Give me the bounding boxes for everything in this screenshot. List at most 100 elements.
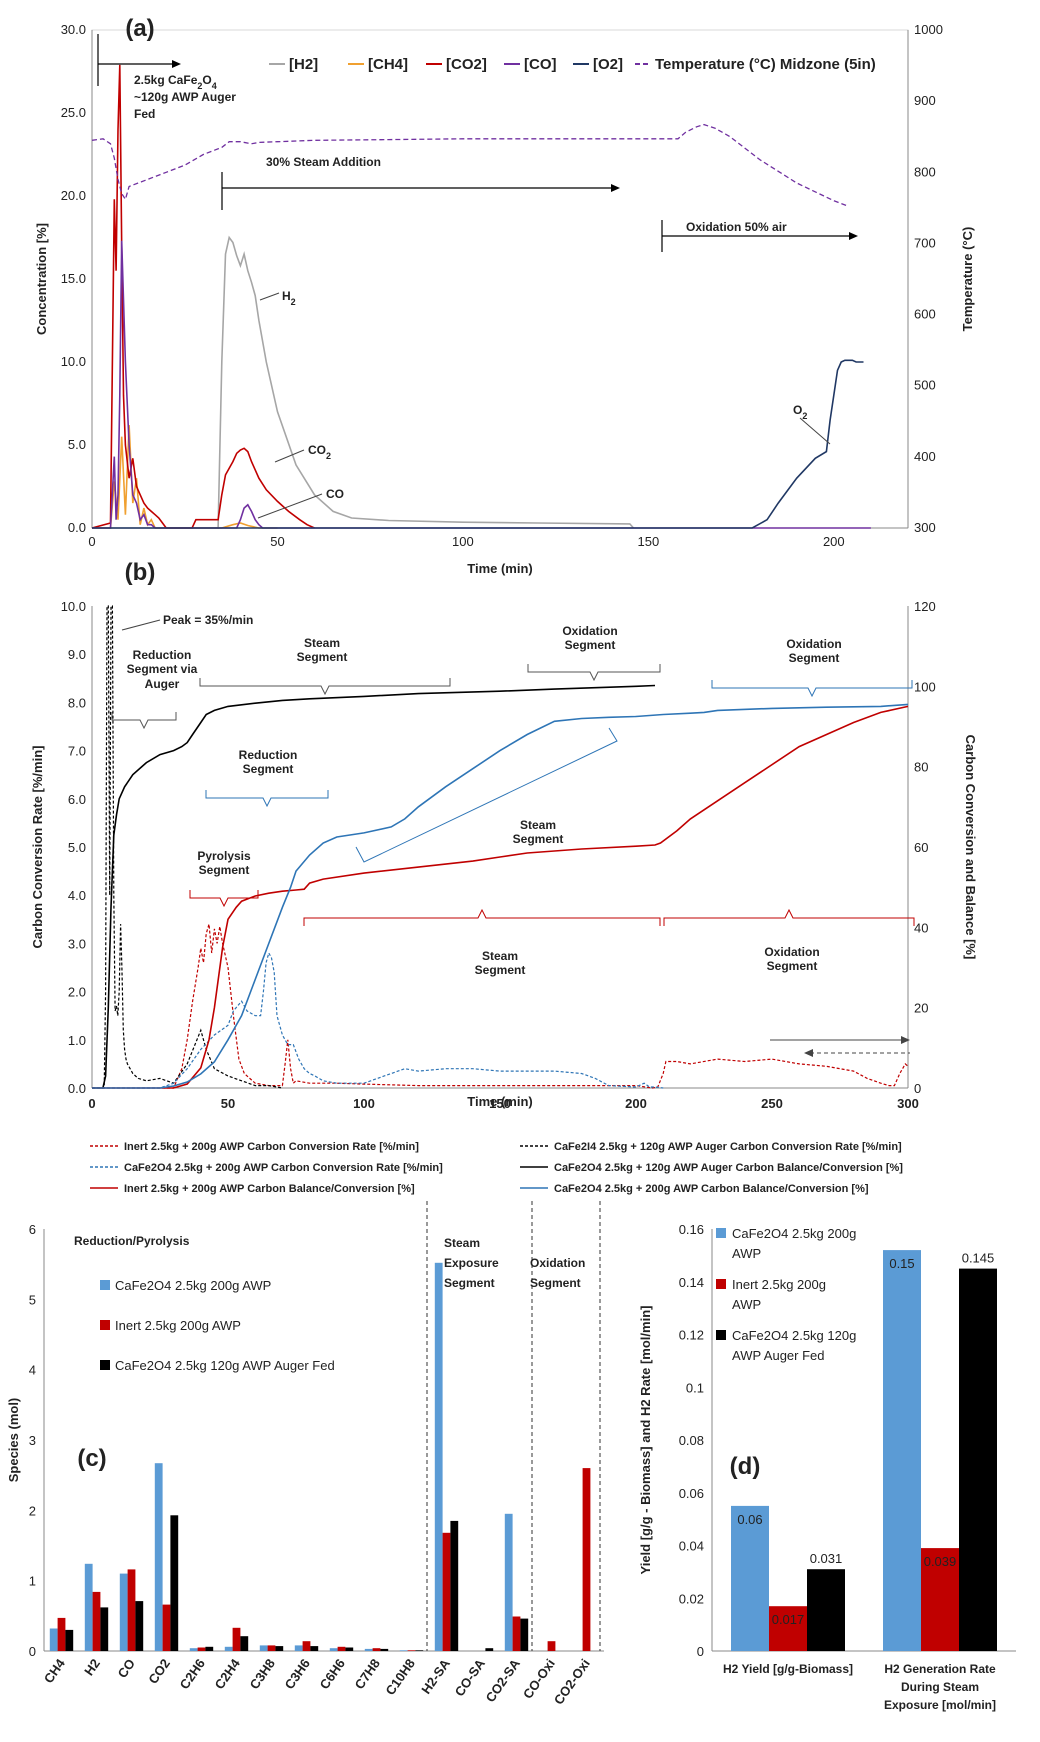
bar-c bbox=[162, 1604, 171, 1651]
panel-label-a: (a) bbox=[125, 15, 154, 42]
bar-c bbox=[504, 1513, 513, 1651]
y-tick-label-c: 2 bbox=[29, 1503, 36, 1518]
y-tick-label-c: 1 bbox=[29, 1574, 36, 1589]
y2-tick-label-b: 100 bbox=[914, 679, 936, 694]
x-tick-label-c: C3H6 bbox=[282, 1656, 313, 1692]
annotation-black-reduction: Reduction bbox=[133, 648, 192, 662]
x-tick-label-c: H2-SA bbox=[418, 1656, 453, 1697]
x-tick-label-c: CO-SA bbox=[452, 1656, 489, 1699]
bar-c bbox=[267, 1645, 276, 1651]
bar-c bbox=[547, 1641, 556, 1651]
x-tick-label-c: CO2 bbox=[145, 1656, 173, 1687]
x-tick-label-c: C6H6 bbox=[317, 1656, 348, 1692]
bar-c bbox=[232, 1627, 241, 1651]
series-line-b bbox=[92, 684, 656, 1089]
legend-label-a: [O2] bbox=[593, 56, 623, 73]
y-tick-label-d: 0.06 bbox=[679, 1486, 704, 1501]
y-tick-label-d: 0.12 bbox=[679, 1328, 704, 1343]
y-axis-title-c: Species (mol) bbox=[6, 1398, 21, 1483]
data-label-d: 0.15 bbox=[889, 1256, 914, 1271]
legend-label-b: CaFe2I4 2.5kg + 120g AWP Auger Carbon Co… bbox=[554, 1141, 902, 1153]
legend-swatch-c bbox=[100, 1360, 110, 1370]
annotation-black-steam: Segment bbox=[297, 650, 348, 664]
bar-c bbox=[407, 1650, 416, 1651]
bar-c bbox=[49, 1628, 58, 1651]
series-line-b bbox=[92, 605, 283, 1089]
x-tick-label-c: CH4 bbox=[41, 1655, 69, 1686]
legend-swatch-c bbox=[100, 1320, 110, 1330]
y-tick-label-a: 0.0 bbox=[68, 520, 86, 535]
bar-c bbox=[415, 1650, 424, 1651]
x-tick-label-c: CO2-Oxi bbox=[551, 1656, 593, 1707]
x-category-label-d: During Steam bbox=[901, 1680, 979, 1694]
legend-label-a: Temperature (°C) Midzone (5in) bbox=[655, 56, 876, 73]
annotation-red-oxidation: Segment bbox=[767, 959, 818, 973]
oxidation-arrow-head bbox=[849, 232, 858, 240]
legend-swatch-d bbox=[716, 1228, 726, 1238]
bar-d bbox=[883, 1250, 921, 1651]
y2-tick-label-b: 80 bbox=[914, 760, 928, 775]
plot-area-a bbox=[91, 29, 909, 529]
x-tick-label-c: C2H4 bbox=[212, 1655, 244, 1691]
bar-c bbox=[65, 1629, 74, 1651]
bar-c bbox=[434, 1262, 443, 1651]
annotation-red-steam: Segment bbox=[475, 963, 526, 977]
legend-label-b: Inert 2.5kg + 200g AWP Carbon Balance/Co… bbox=[124, 1183, 415, 1195]
x-tick-label-c: C3H8 bbox=[247, 1656, 278, 1692]
bar-c bbox=[442, 1532, 451, 1651]
annotation-h2-pointer bbox=[259, 292, 280, 301]
y-tick-label-c: 4 bbox=[29, 1363, 36, 1378]
data-label-d: 0.06 bbox=[737, 1512, 762, 1527]
bar-c bbox=[127, 1569, 136, 1651]
y-tick-label-c: 6 bbox=[29, 1222, 36, 1237]
panel-label-b: (b) bbox=[125, 559, 156, 586]
legend-label-c: CaFe2O4 2.5kg 200g AWP bbox=[115, 1278, 271, 1293]
series-line-b bbox=[92, 923, 909, 1089]
series-line--o2- bbox=[92, 359, 864, 529]
x-tick-label-c: CO-Oxi bbox=[520, 1656, 558, 1701]
annotation-black-reduction: Segment via bbox=[127, 662, 198, 676]
annotation-black-oxidation: Segment bbox=[565, 638, 616, 652]
brace-red-oxidation bbox=[663, 908, 915, 926]
y-tick-label-a: 5.0 bbox=[68, 437, 86, 452]
annotation-blue-steam: Steam bbox=[520, 818, 556, 832]
series-line--co- bbox=[92, 240, 871, 529]
bar-c bbox=[57, 1617, 66, 1651]
y-tick-label-b: 3.0 bbox=[68, 936, 86, 951]
legend-label-b: CaFe2O4 2.5kg + 120g AWP Auger Carbon Ba… bbox=[554, 1162, 903, 1174]
series-line-b bbox=[92, 705, 909, 1089]
x-tick-label-a: 100 bbox=[452, 534, 474, 549]
y-tick-label-a: 15.0 bbox=[61, 271, 86, 286]
data-label-d: 0.031 bbox=[810, 1551, 843, 1566]
y-tick-label-b: 1.0 bbox=[68, 1033, 86, 1048]
y-tick-label-b: 7.0 bbox=[68, 744, 86, 759]
x-axis-title-b: Time (min) bbox=[467, 1094, 533, 1109]
y2-tick-label-b: 60 bbox=[914, 840, 928, 855]
panel-label-d: (d) bbox=[730, 1453, 761, 1480]
bar-c bbox=[485, 1648, 494, 1651]
x-tick-label-b: 50 bbox=[221, 1096, 235, 1111]
x-tick-label-c: CO2-SA bbox=[482, 1656, 523, 1705]
y-tick-label-c: 5 bbox=[29, 1292, 36, 1307]
brace-red-steam bbox=[303, 908, 661, 926]
bar-c bbox=[170, 1515, 179, 1651]
bar-c bbox=[450, 1520, 459, 1651]
bar-c bbox=[84, 1563, 93, 1651]
bar-c bbox=[512, 1616, 521, 1651]
x-tick-label-c: C2H6 bbox=[177, 1656, 208, 1692]
annotation-red-steam: Steam bbox=[482, 949, 518, 963]
legend-swatch-c bbox=[100, 1280, 110, 1290]
series-line--ch4- bbox=[92, 425, 278, 529]
series-line--h2- bbox=[92, 235, 635, 529]
x-tick-label-b: 200 bbox=[625, 1096, 647, 1111]
x-tick-label-c: C10H8 bbox=[382, 1656, 417, 1698]
bar-c bbox=[275, 1646, 284, 1651]
bar-c bbox=[224, 1646, 233, 1651]
annotation-feed-line3: Fed bbox=[134, 107, 155, 121]
y-tick-label-b: 5.0 bbox=[68, 840, 86, 855]
y2-tick-label-a: 1000 bbox=[914, 22, 943, 37]
annotation-co-pointer bbox=[257, 493, 323, 519]
data-label-d: 0.145 bbox=[962, 1251, 995, 1266]
panel-d-bar-chart: 0 0.02 0.04 0.06 0.08 0.1 0.12 0.14 0.16 Yield [g… bbox=[638, 1222, 1016, 1712]
